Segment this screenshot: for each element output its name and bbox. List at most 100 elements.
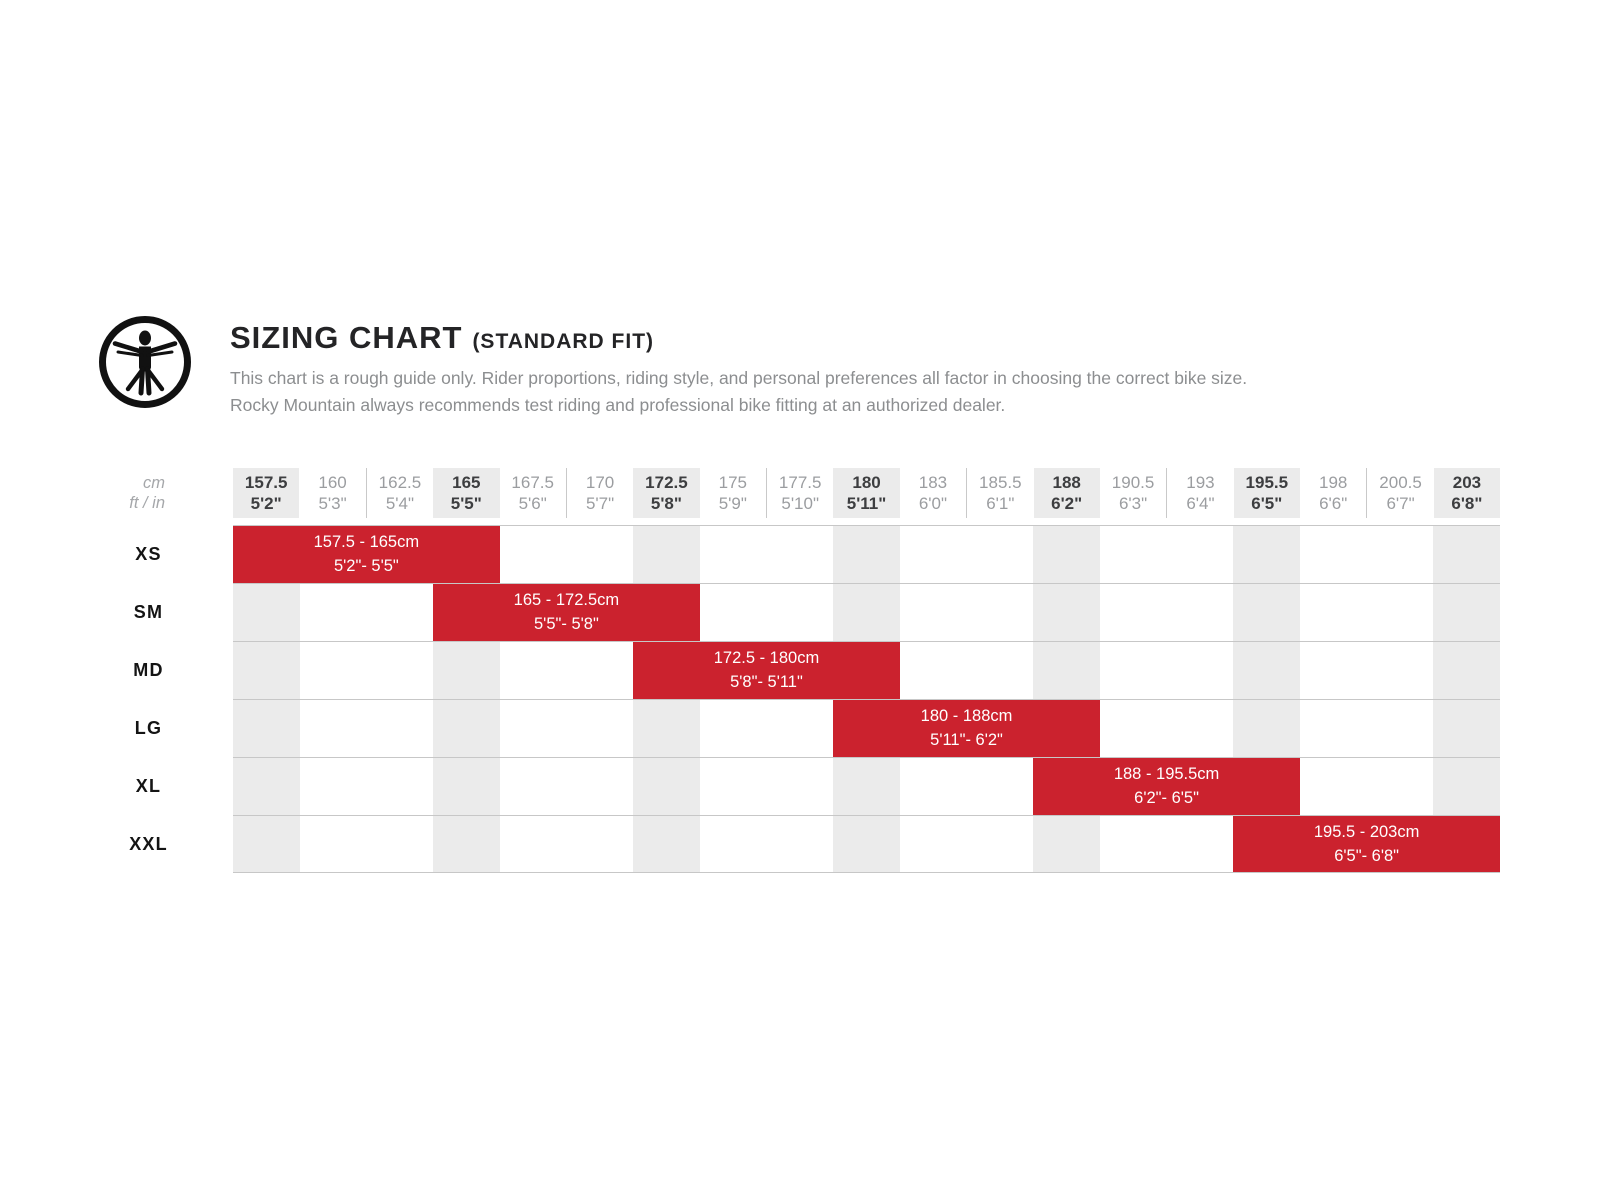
size-range-bar: 180 - 188cm 5'11"- 6'2"	[833, 700, 1100, 757]
fit-label: (STANDARD FIT)	[472, 330, 655, 353]
column-stripe	[1033, 642, 1100, 699]
column-header: 195.5 6'5"	[1233, 468, 1300, 518]
column-header-ftin: 5'11"	[846, 494, 887, 513]
size-row: XS 157.5 - 165cm 5'2"- 5'5"	[100, 525, 1500, 583]
column-header-cm: 170	[585, 473, 615, 492]
range-cm-label: 172.5 - 180cm	[713, 649, 820, 667]
size-row: SM 165 - 172.5cm 5'5"- 5'8"	[100, 583, 1500, 641]
size-row-track: 172.5 - 180cm 5'8"- 5'11"	[233, 641, 1500, 699]
column-stripe	[833, 758, 900, 815]
column-stripe	[1233, 526, 1300, 583]
column-header-ftin: 6'5"	[1251, 494, 1283, 513]
column-header-cm: 160	[318, 473, 347, 492]
column-header: 172.5 5'8"	[633, 468, 700, 518]
column-header-ftin: 5'6"	[518, 494, 547, 513]
column-header: 190.5 6'3"	[1100, 468, 1168, 518]
column-header: 185.5 6'1"	[967, 468, 1033, 518]
column-header-cm: 157.5	[244, 473, 288, 492]
column-stripe	[233, 584, 300, 641]
column-stripe	[1433, 758, 1500, 815]
column-header-cm: 180	[852, 473, 881, 492]
column-header: 198 6'6"	[1300, 468, 1368, 518]
column-header: 180 5'11"	[833, 468, 900, 518]
column-header-cm: 177.5	[778, 473, 822, 492]
size-range-bar: 172.5 - 180cm 5'8"- 5'11"	[633, 642, 900, 699]
size-row: MD 172.5 - 180cm 5'8"- 5'11"	[100, 641, 1500, 699]
column-header-cm: 200.5	[1379, 473, 1422, 492]
size-row-track: 165 - 172.5cm 5'5"- 5'8"	[233, 583, 1500, 641]
column-stripe	[233, 642, 300, 699]
size-row-label: XXL	[129, 833, 168, 854]
column-header-cm: 183	[918, 473, 948, 492]
column-stripe	[233, 816, 300, 872]
range-cm-label: 165 - 172.5cm	[513, 591, 620, 609]
column-stripe	[1033, 526, 1100, 583]
size-range-bar: 157.5 - 165cm 5'2"- 5'5"	[233, 526, 500, 583]
column-header-cm: 172.5	[645, 473, 688, 492]
column-header-ftin: 5'5"	[450, 494, 482, 513]
column-headers: 157.5 5'2" 160 5'3" 162.5 5'4" 165 5'5" 167.5 5'6…	[233, 468, 1501, 518]
column-header-cm: 193	[1186, 473, 1215, 492]
column-stripe	[633, 816, 700, 872]
vitruvian-man-icon	[99, 316, 191, 408]
column-header-cm: 198	[1319, 473, 1348, 492]
column-stripe	[233, 758, 300, 815]
range-ftin-label: 5'2"- 5'5"	[333, 557, 399, 575]
range-cm-label: 157.5 - 165cm	[313, 533, 420, 551]
page-title: SIZING CHART	[230, 320, 463, 355]
column-header: 162.5 5'4"	[367, 468, 433, 518]
column-stripe	[1033, 584, 1100, 641]
axis-unit-cm: cm	[143, 474, 165, 492]
size-row-track: 180 - 188cm 5'11"- 6'2"	[233, 699, 1500, 757]
column-stripe	[1233, 642, 1300, 699]
column-header-cm: 185.5	[979, 473, 1022, 492]
range-ftin-label: 5'8"- 5'11"	[730, 673, 803, 691]
column-header-cm: 165	[452, 473, 481, 492]
column-header-cm: 167.5	[511, 473, 554, 492]
range-cm-label: 180 - 188cm	[920, 707, 1013, 725]
column-stripe	[833, 816, 900, 872]
subtitle-line-1: This chart is a rough guide only. Rider …	[230, 368, 1248, 388]
column-stripe	[433, 700, 500, 757]
column-stripe	[1433, 584, 1500, 641]
column-header-ftin: 5'7"	[585, 494, 615, 513]
size-range-bar: 188 - 195.5cm 6'2"- 6'5"	[1033, 758, 1300, 815]
axis-unit-ftin: ft / in	[129, 494, 165, 512]
column-header-cm: 203	[1452, 473, 1482, 492]
title-block: SIZING CHART (STANDARD FIT) This chart i…	[230, 315, 1247, 418]
range-ftin-label: 5'11"- 6'2"	[930, 731, 1003, 749]
column-header-ftin: 6'7"	[1386, 494, 1415, 513]
column-stripe	[1433, 700, 1500, 757]
size-row-label: MD	[133, 659, 164, 680]
size-row-label: XS	[135, 543, 162, 564]
size-row: XL 188 - 195.5cm 6'2"- 6'5"	[100, 757, 1500, 815]
column-header-ftin: 5'3"	[318, 494, 347, 513]
axis-units: cm ft / in	[100, 468, 233, 518]
column-header-ftin: 6'0"	[918, 494, 948, 513]
column-stripe	[1033, 816, 1100, 872]
column-stripe	[1233, 584, 1300, 641]
column-stripe	[233, 700, 300, 757]
column-header-ftin: 6'6"	[1319, 494, 1348, 513]
column-header-ftin: 6'4"	[1186, 494, 1215, 513]
range-ftin-label: 5'5"- 5'8"	[534, 615, 599, 633]
column-header-row: cm ft / in 157.5 5'2" 160 5'3" 162.5 5'4" 165 5…	[100, 468, 1501, 518]
size-row-track: 188 - 195.5cm 6'2"- 6'5"	[233, 757, 1500, 815]
column-header-ftin: 5'2"	[250, 494, 282, 513]
column-header-cm: 188	[1052, 473, 1081, 492]
size-range-bar: 165 - 172.5cm 5'5"- 5'8"	[433, 584, 700, 641]
column-header-ftin: 5'10"	[781, 494, 820, 513]
column-header-cm: 190.5	[1111, 473, 1155, 492]
size-range-bar: 195.5 - 203cm 6'5"- 6'8"	[1233, 816, 1500, 872]
column-stripe	[1233, 700, 1300, 757]
column-header-ftin: 6'1"	[986, 494, 1015, 513]
column-header-ftin: 5'4"	[385, 494, 415, 513]
column-stripe	[633, 758, 700, 815]
column-stripe	[1433, 526, 1500, 583]
size-row-track: 195.5 - 203cm 6'5"- 6'8"	[233, 815, 1500, 873]
column-stripe	[433, 758, 500, 815]
column-header: 193 6'4"	[1167, 468, 1233, 518]
column-header-ftin: 6'3"	[1118, 494, 1148, 513]
size-row: XXL 195.5 - 203cm 6'5"- 6'8"	[100, 815, 1500, 873]
